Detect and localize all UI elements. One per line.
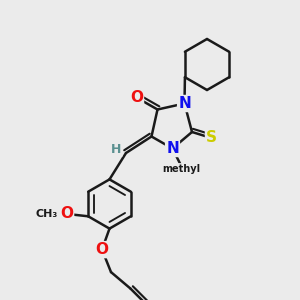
- Text: S: S: [206, 130, 217, 146]
- Text: O: O: [95, 242, 109, 257]
- Text: CH₃: CH₃: [36, 209, 58, 219]
- Text: methyl: methyl: [163, 164, 201, 174]
- Text: O: O: [60, 206, 73, 221]
- Text: N: N: [166, 141, 179, 156]
- Text: N: N: [178, 96, 191, 111]
- Text: H: H: [111, 143, 122, 156]
- Text: O: O: [130, 90, 143, 105]
